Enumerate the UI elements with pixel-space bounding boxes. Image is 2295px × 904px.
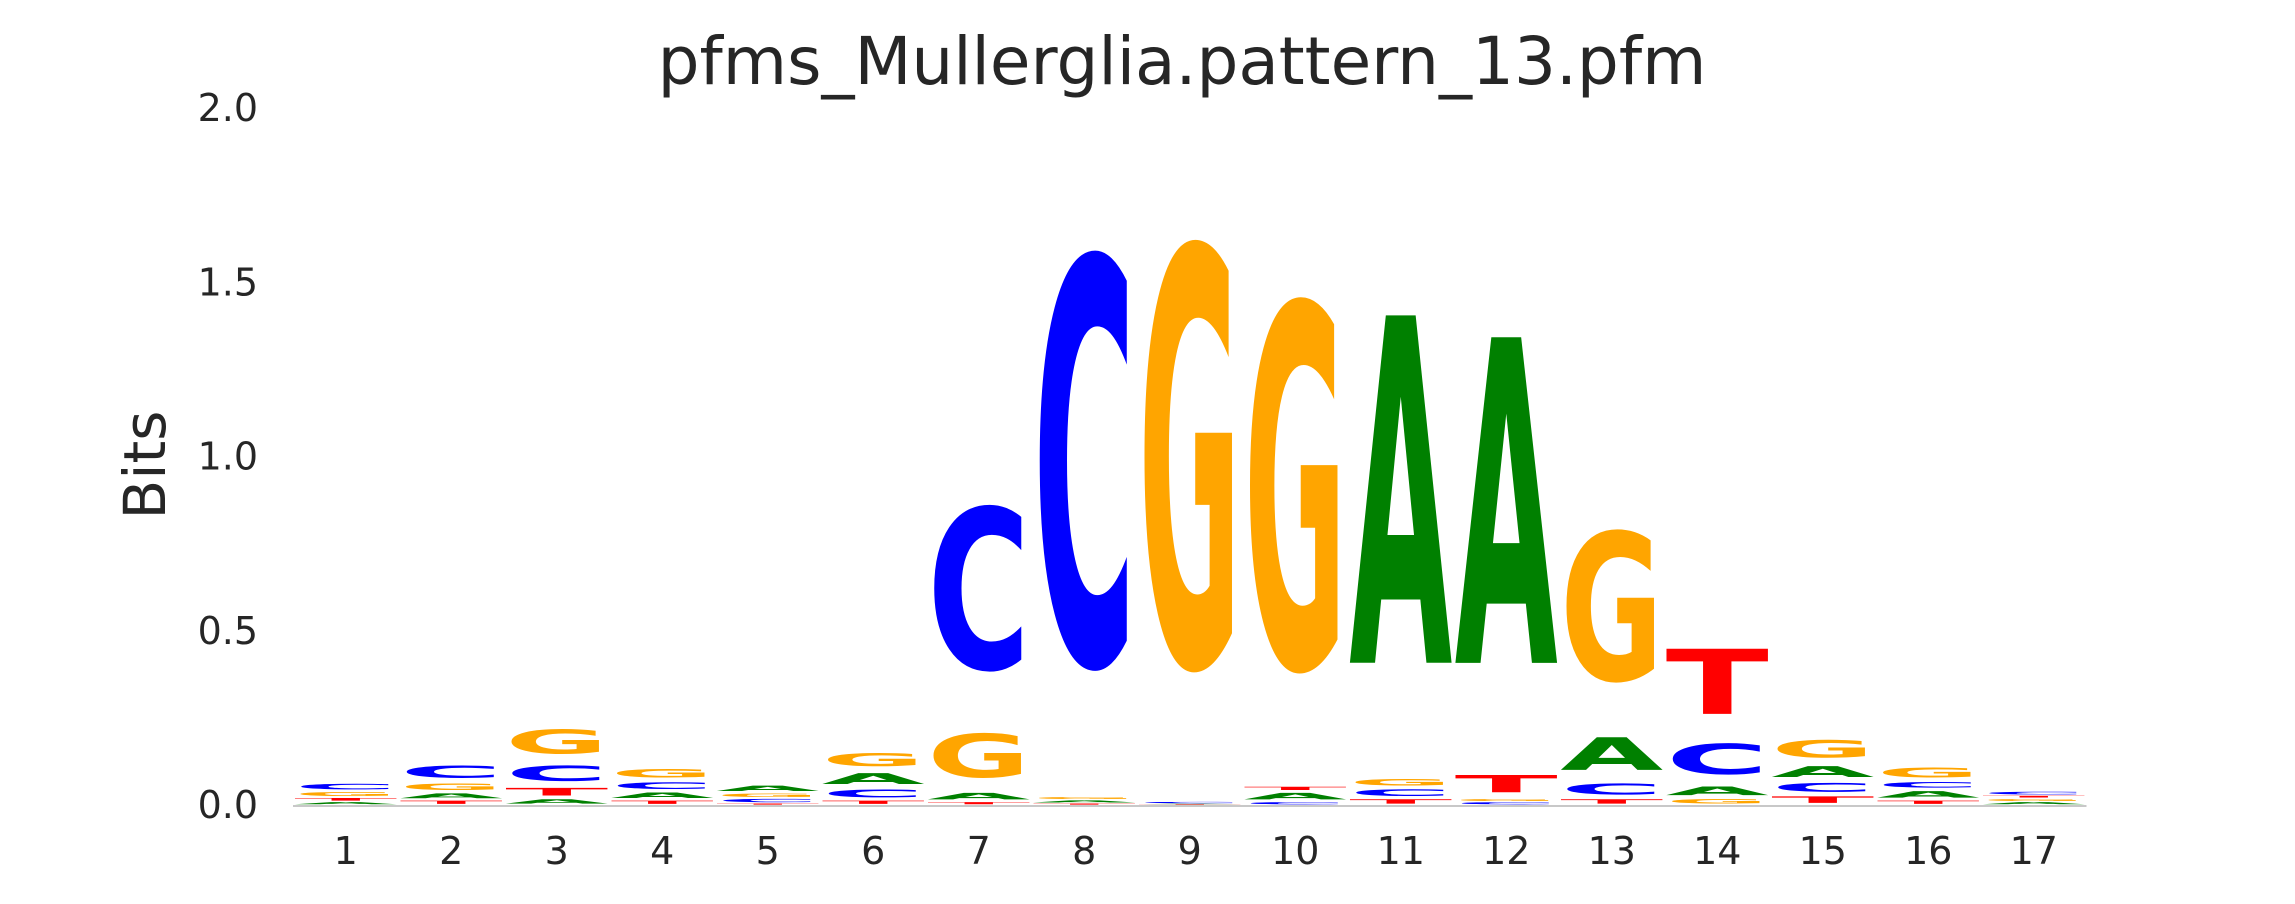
logo-letter-t: T [1982,795,2085,798]
logo-letter-a: A [1033,800,1136,803]
logo-letter-c: C [716,798,819,803]
x-tick-label: 15 [1799,829,1847,873]
logo-letter-g: G [1877,765,1980,781]
logo-letter-g: G [1244,204,1347,784]
logo-letter-a: A [611,791,714,800]
logo-letter-c: C [927,463,1030,721]
x-tick-label: 9 [1178,829,1202,873]
logo-letter-a: A [927,791,1030,801]
logo-letter-c: C [294,782,397,791]
x-tick-label: 16 [1904,829,1952,873]
logo-letter-c: C [1033,147,1136,794]
logo-letter-t: T [1244,786,1347,791]
logo-letters: ATGCTAGCATCGTACGTCGATCAGTAGCTAGCTACGCATG… [294,134,2085,805]
logo-letter-c: C [1138,802,1241,804]
chart-title: pfms_Mullerglia.pattern_13.pfm [658,23,1707,100]
x-tick-label: 1 [334,829,358,873]
logo-letter-c: C [611,781,714,791]
y-tick-label: 2.0 [198,86,258,130]
logo-letter-a: A [1138,804,1241,805]
logo-letter-t: T [1349,798,1452,805]
logo-letter-g: G [1455,798,1558,801]
y-axis-label: Bits [111,411,179,520]
logo-letter-g: G [1982,798,2085,801]
logo-letter-t: T [400,800,503,805]
logo-letter-g: G [1560,492,1663,728]
logo-letter-a: A [505,798,608,805]
logo-letter-g: G [822,750,925,771]
logo-letter-g: G [1666,798,1769,805]
logo-letter-a: A [1560,729,1663,781]
x-tick-label: 14 [1693,829,1741,873]
logo-letter-g: G [716,793,819,798]
logo-letter-a: A [1877,789,1980,799]
logo-letter-t: T [505,786,608,798]
x-axis-ticks: 1 2 3 4 5 6 7 8 9 10 11 12 13 14 15 16 17 [334,829,2058,873]
logo-letter-t: T [1455,770,1558,798]
logo-letter-t: T [294,797,397,801]
logo-letter-c: C [1666,736,1769,784]
logo-letter-c: C [1455,802,1558,805]
logo-letter-c: C [400,762,503,781]
y-tick-label: 1.5 [198,260,258,304]
logo-letter-a: A [1244,791,1347,801]
logo-letter-t: T [822,800,925,805]
logo-letter-a: A [1771,763,1874,780]
logo-letter-c: C [1244,802,1347,805]
y-tick-label: 0.0 [198,783,258,827]
logo-letter-a: A [400,792,503,800]
logo-letter-t: T [1877,800,1980,805]
x-tick-label: 5 [756,829,780,873]
logo-letter-c: C [822,788,925,800]
y-axis-ticks: 0.0 0.5 1.0 1.5 2.0 [198,86,258,827]
y-tick-label: 0.5 [198,609,258,653]
logo-letter-t: T [1560,798,1663,805]
x-tick-label: 4 [650,829,674,873]
x-tick-label: 11 [1377,829,1425,873]
logo-letter-a: A [822,770,925,787]
logo-letter-t: T [927,802,1030,805]
logo-letter-g: G [611,767,714,781]
logo-letter-c: C [1982,791,2085,795]
logo-letter-a: A [294,802,397,805]
logo-letter-t: T [1138,804,1241,805]
logo-letter-g: G [1138,134,1241,800]
x-tick-label: 13 [1588,829,1636,873]
logo-letter-g: G [400,782,503,792]
x-tick-label: 12 [1482,829,1530,873]
logo-letter-c: C [1560,781,1663,798]
logo-letter-g: G [505,723,608,761]
x-tick-label: 2 [439,829,463,873]
logo-letter-c: C [1771,781,1874,795]
y-tick-label: 1.0 [198,435,258,479]
logo-letter-c: C [1877,781,1980,790]
x-tick-label: 8 [1072,829,1096,873]
logo-letter-c: C [1349,788,1452,798]
logo-letter-t: T [1666,632,1769,736]
x-tick-label: 10 [1271,829,1319,873]
x-tick-label: 6 [861,829,885,873]
logo-letter-a: A [1666,784,1769,798]
logo-letter-t: T [716,803,819,805]
x-tick-label: 7 [967,829,991,873]
x-tick-label: 17 [2010,829,2058,873]
logo-letter-a: A [1455,248,1559,768]
logo-letter-g: G [927,722,1030,791]
x-tick-label: 3 [545,829,569,873]
logo-letter-g: G [1349,777,1452,787]
logo-letter-g: G [1033,796,1136,799]
logo-letter-t: T [1771,795,1874,805]
logo-letter-g: G [294,791,397,797]
logo-letter-t: T [611,800,714,805]
logo-letter-a: A [1982,802,2085,805]
logo-letter-g: G [1771,736,1874,764]
logo-letter-t: T [1033,803,1136,805]
logo-letter-a: A [1349,220,1453,776]
logo-letter-a: A [716,784,819,793]
logo-letter-c: C [505,762,608,786]
